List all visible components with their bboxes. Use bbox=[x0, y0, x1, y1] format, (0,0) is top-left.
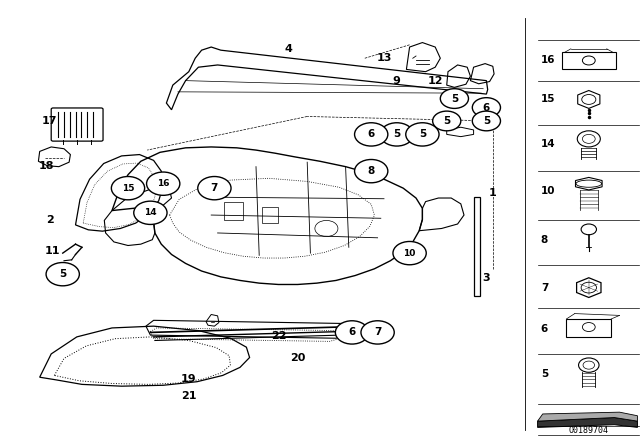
Circle shape bbox=[134, 201, 167, 224]
Text: 10: 10 bbox=[403, 249, 416, 258]
Text: 9: 9 bbox=[393, 76, 401, 86]
Circle shape bbox=[361, 321, 394, 344]
Text: 22: 22 bbox=[271, 331, 286, 341]
Circle shape bbox=[406, 123, 439, 146]
Text: 6: 6 bbox=[348, 327, 356, 337]
Text: 1: 1 bbox=[489, 188, 497, 198]
Circle shape bbox=[147, 172, 180, 195]
Circle shape bbox=[355, 123, 388, 146]
Text: 8: 8 bbox=[367, 166, 375, 176]
Circle shape bbox=[335, 321, 369, 344]
Text: 5: 5 bbox=[443, 116, 451, 126]
Circle shape bbox=[111, 177, 145, 200]
Circle shape bbox=[433, 111, 461, 131]
Text: 7: 7 bbox=[211, 183, 218, 193]
Text: 15: 15 bbox=[541, 95, 556, 104]
Text: 19: 19 bbox=[181, 374, 196, 383]
Text: 5: 5 bbox=[483, 116, 490, 126]
Text: 10: 10 bbox=[541, 186, 556, 196]
Polygon shape bbox=[538, 412, 637, 421]
Text: 6: 6 bbox=[367, 129, 375, 139]
Text: 5: 5 bbox=[59, 269, 67, 279]
Circle shape bbox=[355, 159, 388, 183]
Text: 21: 21 bbox=[181, 392, 196, 401]
Text: 3: 3 bbox=[483, 273, 490, 283]
Text: 12: 12 bbox=[428, 76, 443, 86]
Circle shape bbox=[440, 89, 468, 108]
Text: 14: 14 bbox=[144, 208, 157, 217]
Text: 18: 18 bbox=[38, 161, 54, 171]
Text: 16: 16 bbox=[541, 56, 556, 65]
Text: 6: 6 bbox=[541, 324, 548, 334]
Text: O0189704: O0189704 bbox=[569, 426, 609, 435]
Circle shape bbox=[472, 111, 500, 131]
Text: 8: 8 bbox=[541, 235, 548, 245]
Text: 6: 6 bbox=[483, 103, 490, 112]
Text: 4: 4 bbox=[284, 44, 292, 54]
Text: 14: 14 bbox=[541, 139, 556, 149]
Text: 5: 5 bbox=[419, 129, 426, 139]
Text: 5: 5 bbox=[393, 129, 401, 139]
Text: 5: 5 bbox=[541, 369, 548, 379]
Polygon shape bbox=[538, 418, 637, 427]
Text: 20: 20 bbox=[290, 353, 305, 363]
Text: 7: 7 bbox=[541, 283, 548, 293]
Circle shape bbox=[472, 98, 500, 117]
Text: 5: 5 bbox=[451, 94, 458, 103]
Text: 16: 16 bbox=[157, 179, 170, 188]
Circle shape bbox=[198, 177, 231, 200]
Text: 7: 7 bbox=[374, 327, 381, 337]
Text: 11: 11 bbox=[45, 246, 60, 256]
Circle shape bbox=[380, 123, 413, 146]
Text: 17: 17 bbox=[42, 116, 58, 126]
Text: 2: 2 bbox=[46, 215, 54, 224]
Circle shape bbox=[46, 263, 79, 286]
Circle shape bbox=[393, 241, 426, 265]
Text: 15: 15 bbox=[122, 184, 134, 193]
Text: 13: 13 bbox=[376, 53, 392, 63]
